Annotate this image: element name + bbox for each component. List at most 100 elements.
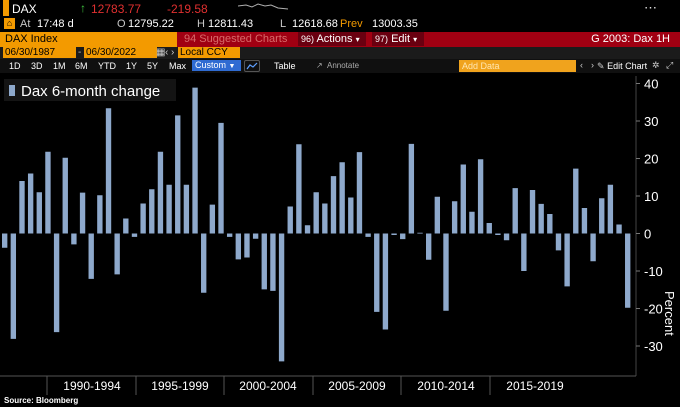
chevron-left-icon[interactable]: ‹ — [165, 47, 169, 58]
add-data-input[interactable]: Add Data — [459, 60, 576, 72]
bar-51 — [443, 233, 449, 311]
bar-44 — [382, 233, 389, 330]
prev-label: Prev — [340, 18, 363, 30]
ticker-symbol: DAX — [12, 2, 37, 16]
period-6m[interactable]: 6M — [75, 61, 88, 71]
chevron-left-icon[interactable]: ‹ — [580, 60, 583, 70]
last-price: 12783.77 — [91, 2, 142, 16]
resize-icon[interactable]: ⤢ — [666, 60, 674, 70]
bar-40 — [348, 197, 354, 234]
toolbar: 1D 3D 1M 6M YTD 1Y 5Y Max Custom ▼ Table… — [0, 59, 680, 73]
period-ytd[interactable]: YTD — [98, 61, 116, 71]
chevron-right-icon[interactable]: › — [171, 47, 175, 58]
edit-button[interactable]: 97) Edit ▾ — [372, 32, 424, 46]
bar-64 — [555, 233, 562, 251]
command-bar: DAX Index 94 Suggested Charts 96) Action… — [0, 32, 680, 47]
bar-36 — [313, 192, 319, 234]
open-value: 12795.22 — [128, 18, 174, 30]
up-arrow-icon: ↑ — [80, 1, 86, 15]
edit-label: Edit — [391, 33, 411, 45]
sparkline-icon — [238, 3, 288, 10]
actions-button[interactable]: 96) Actions ▾ — [298, 32, 366, 46]
bar-33 — [287, 206, 293, 234]
line-chart-icon — [246, 62, 258, 70]
period-3d[interactable]: 3D — [31, 61, 43, 71]
calendar-icon[interactable]: ▦ — [156, 47, 166, 58]
prev-value: 13003.35 — [372, 18, 418, 30]
custom-period-select[interactable]: Custom ▼ — [192, 60, 241, 71]
security-field[interactable]: DAX Index — [0, 32, 177, 47]
y-tick-label: 20 — [644, 152, 658, 167]
edit-number: 97) — [375, 34, 389, 44]
bar-3 — [27, 173, 34, 234]
open-label: O — [117, 18, 126, 30]
function-title: G 2003: Dax 1H — [591, 33, 670, 45]
suggested-charts-button[interactable]: 94 Suggested Charts — [184, 33, 288, 45]
bar-7 — [62, 157, 68, 234]
table-button[interactable]: Table — [274, 61, 296, 71]
bar-35 — [304, 225, 311, 234]
edit-chart-button[interactable]: ✎ Edit Chart — [597, 61, 647, 72]
bar-42 — [365, 233, 371, 237]
bar-56 — [486, 223, 492, 234]
period-5y[interactable]: 5Y — [147, 61, 159, 71]
bar-72 — [625, 233, 631, 308]
bar-52 — [451, 201, 458, 234]
chevron-down-icon: ▾ — [355, 35, 360, 44]
y-tick-label: 30 — [644, 114, 658, 129]
bar-11 — [97, 195, 103, 234]
bar-13 — [114, 233, 120, 275]
end-date-input[interactable]: 06/30/2022 — [84, 47, 157, 58]
bar-55 — [477, 159, 484, 234]
x-period-label: 2010-2014 — [417, 379, 475, 393]
period-1m[interactable]: 1M — [53, 61, 66, 71]
bar-39 — [339, 162, 345, 234]
currency-select[interactable]: Local CCY — [178, 47, 240, 58]
bar-70 — [607, 184, 614, 234]
bar-12 — [105, 108, 112, 234]
chevron-right-icon[interactable]: › — [591, 60, 594, 70]
legend-label: Dax 6-month change — [21, 83, 160, 100]
period-1y[interactable]: 1Y — [126, 61, 138, 71]
bar-22 — [192, 87, 198, 234]
start-date-input[interactable]: 06/30/1987 — [3, 47, 76, 58]
annotate-icon[interactable]: ↗ — [316, 61, 323, 70]
x-period-label: 1990-1994 — [63, 379, 121, 393]
x-period-label: 2005-2009 — [328, 379, 386, 393]
window-menu-icon[interactable]: ⋯ — [644, 0, 657, 15]
market-status-icon: ⌂ — [4, 18, 15, 29]
ticker-color-tab — [3, 0, 9, 16]
bar-67 — [581, 208, 588, 234]
bar-26 — [226, 233, 233, 237]
bar-54 — [469, 211, 475, 234]
chart-type-button[interactable] — [244, 60, 260, 72]
x-period-label: 2015-2019 — [506, 379, 564, 393]
bar-31 — [270, 233, 276, 291]
bar-9 — [79, 192, 86, 234]
period-max[interactable]: Max — [169, 61, 187, 71]
bar-19 — [166, 184, 172, 234]
bar-60 — [521, 233, 527, 271]
y-tick-label: 0 — [644, 227, 651, 242]
settings-gear-icon[interactable]: ✲ — [652, 60, 660, 70]
bar-18 — [157, 151, 164, 234]
bar-17 — [149, 189, 155, 234]
y-tick-label: 10 — [644, 189, 658, 204]
annotate-label[interactable]: Annotate — [327, 61, 360, 70]
pencil-icon: ✎ — [597, 61, 605, 71]
period-1d[interactable]: 1D — [9, 61, 21, 71]
bar-65 — [564, 233, 570, 287]
bar-41 — [356, 152, 363, 234]
bar-4 — [36, 192, 42, 234]
bar-38 — [330, 176, 337, 234]
high-label: H — [197, 18, 205, 30]
range-dash: - — [78, 47, 82, 58]
bar-47 — [408, 143, 415, 234]
x-period-label: 1995-1999 — [151, 379, 209, 393]
bar-1 — [10, 233, 17, 339]
high-value: 12811.43 — [208, 18, 254, 30]
bar-48 — [417, 232, 423, 234]
net-change: -219.58 — [167, 2, 208, 16]
bar-68 — [590, 233, 596, 262]
bar-8 — [71, 233, 77, 245]
